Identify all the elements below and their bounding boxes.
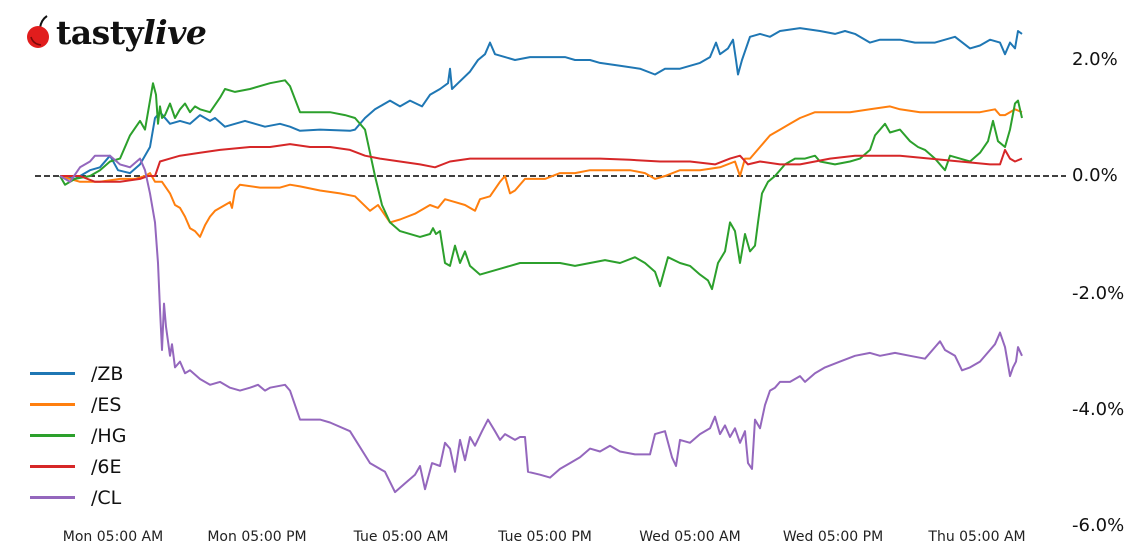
x-tick-label: Wed 05:00 AM (639, 529, 741, 545)
brand-wordmark-italic: live (143, 12, 207, 52)
legend-swatch (30, 403, 75, 406)
y-tick-label: 2.0% (1072, 49, 1118, 70)
series-line-hg (59, 79, 1023, 291)
legend-item-cl: /CL (30, 482, 126, 513)
chart-legend: /ZB /ES /HG /6E /CL (30, 358, 126, 513)
legend-label: /CL (91, 486, 122, 509)
legend-label: /ES (91, 393, 122, 416)
legend-label: /HG (91, 424, 127, 447)
series-line-6e (60, 143, 1023, 183)
brand-logo: tastylive (24, 12, 207, 52)
legend-swatch (30, 372, 75, 375)
legend-item-zb: /ZB (30, 358, 126, 389)
x-tick-label: Mon 05:00 PM (207, 529, 307, 545)
legend-item-hg: /HG (30, 420, 126, 451)
x-tick-label: Tue 05:00 PM (498, 529, 592, 545)
legend-label: /6E (91, 455, 122, 478)
legend-swatch (30, 434, 75, 437)
x-tick-label: Thu 05:00 AM (928, 529, 1026, 545)
y-tick-label: -6.0% (1072, 515, 1125, 536)
legend-item-6e: /6E (30, 451, 126, 482)
x-tick-label: Wed 05:00 PM (782, 529, 884, 545)
brand-wordmark: tastylive (56, 12, 207, 52)
cherry-icon (24, 14, 54, 50)
x-tick-label: Tue 05:00 AM (353, 529, 449, 545)
series-line-es (59, 105, 1023, 238)
legend-swatch (30, 496, 75, 499)
series-line-cl (59, 154, 1023, 494)
y-tick-label: 0.0% (1072, 165, 1118, 186)
legend-swatch (30, 465, 75, 468)
legend-label: /ZB (91, 362, 124, 385)
y-tick-label: -4.0% (1072, 399, 1125, 420)
y-tick-label: -2.0% (1072, 283, 1125, 304)
legend-item-es: /ES (30, 389, 126, 420)
brand-wordmark-bold: tasty (56, 12, 144, 52)
x-tick-label: Mon 05:00 AM (62, 529, 164, 545)
series-line-zb (59, 27, 1023, 180)
